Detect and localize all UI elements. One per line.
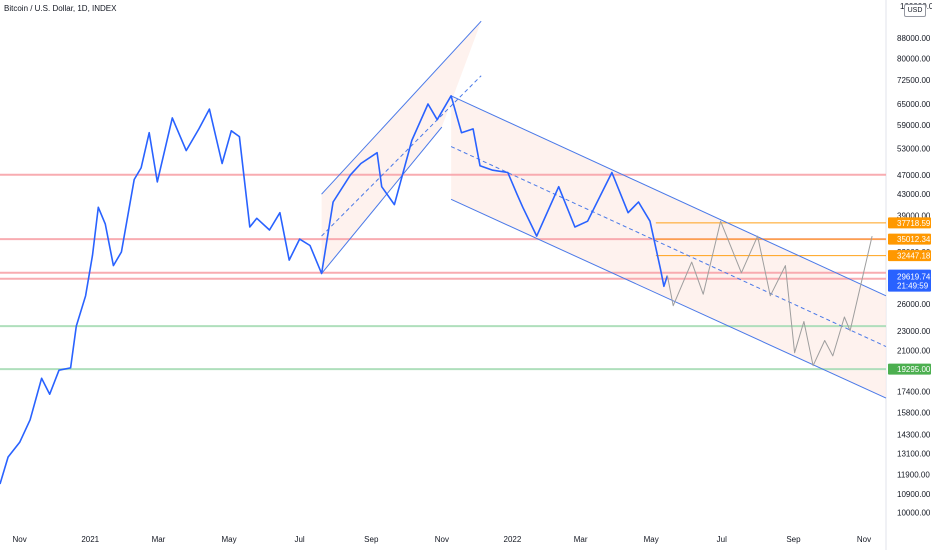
y-tick-label: 10000.00	[897, 509, 931, 518]
y-tick-label: 21000.00	[897, 347, 931, 356]
y-tick-label: 80000.00	[897, 55, 931, 64]
y-tick-label: 59000.00	[897, 121, 931, 130]
price-line[interactable]	[0, 95, 669, 485]
x-tick-label: Sep	[786, 535, 801, 544]
channel-descending-mid[interactable]	[450, 146, 887, 347]
y-tick-label: 43000.00	[897, 190, 931, 199]
price-tag-orange: 37718.59	[897, 219, 931, 228]
x-tick-label: Jul	[717, 535, 727, 544]
y-tick-label: 47000.00	[897, 171, 931, 180]
x-tick-label: Nov	[435, 535, 449, 544]
x-tick-label: 2021	[81, 535, 99, 544]
x-tick-label: Jul	[294, 535, 304, 544]
y-tick-label: 39000.00	[897, 212, 931, 221]
price-tag-orange-bg	[888, 250, 931, 262]
channel-ascending-lower[interactable]	[321, 126, 443, 274]
y-tick-label: 26000.00	[897, 300, 931, 309]
currency-badge[interactable]: USD	[904, 4, 926, 17]
y-tick-label: 15800.00	[897, 409, 931, 418]
channel-fill-ascending	[321, 21, 482, 274]
price-tag-current-bg	[888, 269, 931, 292]
y-tick-label: 13100.00	[897, 450, 931, 459]
channel-descending-upper[interactable]	[450, 95, 887, 297]
price-tag-green-bg	[888, 363, 931, 375]
y-tick-label: 11900.00	[897, 471, 930, 480]
y-tick-label: 17400.00	[897, 388, 931, 397]
y-tick-label: 10900.00	[897, 490, 931, 499]
price-tag-orange: 35012.34	[897, 235, 931, 244]
y-tick-label: 14300.00	[897, 431, 931, 440]
price-tag-green: 19295.00	[897, 365, 931, 374]
y-tick-label: 53000.00	[897, 145, 931, 154]
x-tick-label: Nov	[857, 535, 871, 544]
y-tick-label: 65000.00	[897, 100, 931, 109]
price-tag-orange-bg	[888, 233, 931, 245]
y-tick-label: 88000.00	[897, 34, 931, 43]
price-tag-current: 29619.74	[897, 273, 931, 282]
x-tick-label: Mar	[152, 535, 166, 544]
x-tick-label: May	[644, 535, 659, 544]
x-tick-label: May	[221, 535, 236, 544]
x-tick-label: Nov	[13, 535, 27, 544]
x-tick-label: 2022	[504, 535, 522, 544]
forecast-path[interactable]	[666, 220, 873, 367]
y-tick-label: 23000.00	[897, 327, 931, 336]
x-tick-label: Mar	[574, 535, 588, 544]
y-tick-label: 72500.00	[897, 76, 931, 85]
chart-title: Bitcoin / U.S. Dollar, 1D, INDEX	[4, 4, 117, 13]
channel-ascending-mid[interactable]	[321, 75, 482, 237]
channel-ascending-upper[interactable]	[321, 20, 482, 195]
x-tick-label: Sep	[364, 535, 379, 544]
price-tag-current-countdown: 21:49:59	[897, 282, 929, 291]
price-tag-orange: 32447.18	[897, 252, 931, 261]
price-tag-orange-bg	[888, 217, 931, 229]
